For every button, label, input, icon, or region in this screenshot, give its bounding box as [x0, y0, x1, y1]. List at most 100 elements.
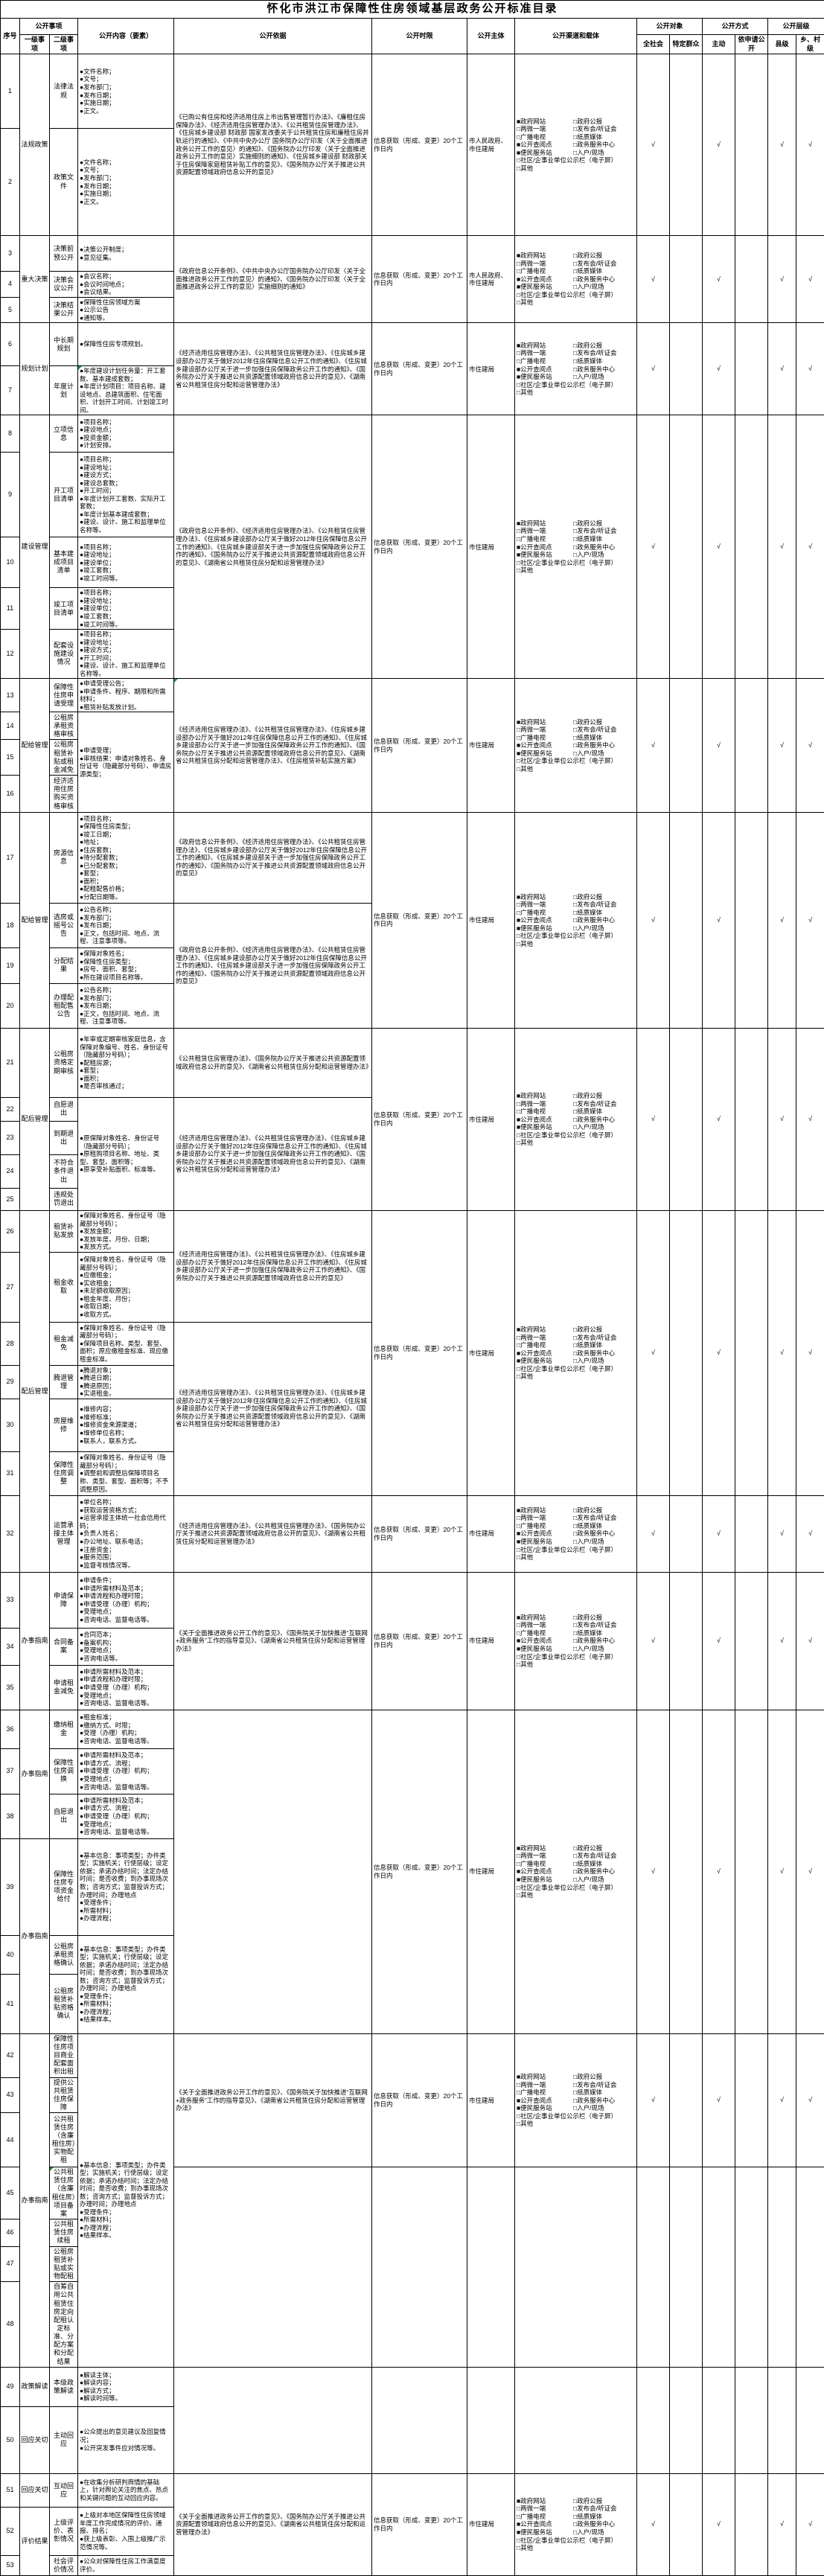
primary-item-cell: 评价结果: [20, 2507, 50, 2575]
time-limit-cell: 信息获取（形成、变更）20个工作日内: [372, 1710, 467, 2033]
check-cell: [735, 812, 768, 1028]
check-cell: [670, 1495, 703, 1572]
check-cell: √: [796, 1710, 824, 2033]
channel-option: □纸质媒体: [573, 1341, 635, 1349]
time-limit-cell: 信息获取（形成、变更）20个工作日内: [372, 236, 467, 323]
check-cell: [670, 2367, 703, 2473]
seq-cell: 12: [1, 630, 20, 679]
secondary-item-cell: 决策会议公开: [50, 272, 78, 298]
seq-cell: 10: [1, 537, 20, 588]
secondary-item-cell: 决策结果公开: [50, 297, 78, 323]
channel-option: □发布会/听证会: [573, 1852, 635, 1860]
content-cell: ●维修内容； ●维修标准； ●维修资金来源渠道； ●维修单位名称； ●联系人，联…: [78, 1399, 174, 1451]
header-cell: 公开主体: [467, 19, 515, 54]
check-cell: √: [703, 415, 735, 679]
content-cell: ●基本信息：事项类型；办件类型；实施机关；行使层级；设定依据；承诺办结时间；法定…: [78, 1838, 174, 1935]
channel-option: □两微一端: [517, 726, 573, 734]
content-cell: ●文件名称； ●文号； ●发布部门； ●发布日期； ●实施日期； ●正文。: [78, 129, 174, 236]
secondary-item-cell: 租金收取: [50, 1252, 78, 1322]
channel-option: □纸质媒体: [573, 1629, 635, 1637]
channel-option: □政务服务中心: [573, 1116, 635, 1124]
check-cell: √: [768, 323, 796, 415]
secondary-item-cell: 腾退管理: [50, 1365, 78, 1399]
channel-option: □两微一端: [517, 1334, 573, 1342]
check-cell: √: [768, 1210, 796, 1495]
seq-cell: 7: [1, 366, 20, 415]
channel-option: □政务服务中心: [573, 543, 635, 552]
channel-option: □其他: [517, 164, 635, 173]
channel-option: ■公开查阅点: [517, 275, 573, 284]
check-cell: √: [637, 415, 670, 679]
seq-cell: 41: [1, 1974, 20, 2033]
basis-cell: 《政府信息公开条例》、《经济适用住房管理办法》、《公共租赁住房管理办法》、《住房…: [174, 812, 372, 903]
seq-cell: 30: [1, 1399, 20, 1451]
channel-option: □纸质媒体: [573, 1522, 635, 1530]
seq-cell: 53: [1, 2555, 20, 2575]
check-cell: [735, 2473, 768, 2575]
channel-cell: ■政府网站□政府公报□两微一端□发布会/听证会□广播电视□纸质媒体■公开查阅点□…: [515, 2473, 637, 2575]
secondary-item-cell: 分配结果: [50, 947, 78, 983]
channel-option: □政府公报: [573, 718, 635, 726]
check-cell: [637, 2367, 670, 2473]
channel-option: □发布会/听证会: [573, 1334, 635, 1342]
seq-cell: 29: [1, 1365, 20, 1399]
secondary-item-cell: 公租房租赁补贴或租金减免: [50, 740, 78, 776]
basis-cell: 《经济适用住房管理办法》、《公共租赁住房管理办法》、《住房城乡建设部办公厅关于做…: [174, 1322, 372, 1495]
secondary-item-cell: 公共租赁住房续租: [50, 2219, 78, 2246]
seq-cell: 40: [1, 1935, 20, 1974]
seq-cell: 8: [1, 415, 20, 453]
secondary-item-cell: 缴纳租金: [50, 1710, 78, 1748]
check-cell: √: [703, 1028, 735, 1210]
basis-cell: 《经济适用住房管理办法》、《公共租赁住房管理办法》、《住房城乡建设部办公厅关于做…: [174, 679, 372, 813]
channel-option: □政务服务中心: [573, 916, 635, 924]
channel-option: □发布会/听证会: [573, 1621, 635, 1629]
channel-option: □社区/企事业单位公示栏（电子屏）: [517, 156, 635, 164]
check-cell: √: [637, 1710, 670, 2033]
content-cell: ●会议名称； ●会议时间地点； ●会议结果。: [78, 272, 174, 298]
seq-cell: 25: [1, 1188, 20, 1210]
seq-cell: 13: [1, 679, 20, 712]
channel-option: □发布会/听证会: [573, 349, 635, 357]
check-cell: √: [796, 812, 824, 1028]
channel-option: ■便民服务站: [517, 283, 573, 291]
seq-cell: 9: [1, 453, 20, 537]
channel-option: □社区/企事业单位公示栏（电子屏）: [517, 932, 635, 940]
content-cell: ●申请受理公告； ●申请条件、程序、期限和所需材料； ●租赁补贴发放计划。: [78, 679, 174, 712]
content-cell: ●项目名称； ●建设地址； ●建设方式； ●开工时间； ●建设、设计、施工和监理…: [78, 630, 174, 679]
channel-option: □两微一端: [517, 1852, 573, 1860]
check-cell: √: [703, 323, 735, 415]
time-limit-cell: 信息获取（形成、变更）20个工作日内: [372, 1210, 467, 1495]
content-cell: ●保障对象姓名、身份证号（隐藏部分号码）； ●发放金额； ●发放年度、月份、日期…: [78, 1210, 174, 1252]
channel-option: □政务服务中心: [573, 2520, 635, 2528]
primary-item-cell: 规划计划: [20, 323, 50, 415]
subject-cell: 市住建局: [467, 1028, 515, 1210]
primary-item-cell: 建设管理: [20, 415, 50, 679]
secondary-item-cell: 违规处罚退出: [50, 1188, 78, 1210]
time-limit-cell: 信息获取（形成、变更）20个工作日内: [372, 415, 467, 679]
channel-option: □两微一端: [517, 349, 573, 357]
check-cell: [796, 2167, 824, 2368]
secondary-item-cell: 合同备案: [50, 1628, 78, 1665]
channel-option: □发布会/听证会: [573, 726, 635, 734]
time-limit-cell: 信息获取（形成、变更）20个工作日内: [372, 323, 467, 415]
channel-cell: ■政府网站□政府公报□两微一端□发布会/听证会□广播电视□纸质媒体■公开查阅点□…: [515, 1210, 637, 1495]
basis-cell: 《经济适用住房管理办法》、《公共租赁住房管理办法》、《住房城乡建设部办公厅关于做…: [174, 323, 372, 415]
secondary-item-cell: 决策前预公开: [50, 236, 78, 272]
channel-option: □纸质媒体: [573, 535, 635, 543]
seq-cell: 37: [1, 1748, 20, 1794]
subject-cell: [467, 2167, 515, 2368]
header-cell: 公开内容（要素）: [78, 19, 174, 54]
time-limit-cell: 信息获取（形成、变更）20个工作日内: [372, 1495, 467, 1572]
channel-option: □广播电视: [517, 1522, 573, 1530]
check-cell: [735, 1495, 768, 1572]
channel-option: □其他: [517, 1372, 635, 1381]
secondary-item-cell: 配套设施建设情况: [50, 630, 78, 679]
channel-option: ■便民服务站: [517, 924, 573, 933]
secondary-item-cell: 保障性住房专项资金给付: [50, 1838, 78, 1935]
check-cell: √: [703, 812, 735, 1028]
seq-cell: 19: [1, 947, 20, 983]
basis-cell: 《经济适用住房管理办法》、《公共租赁住房管理办法》、《住房城乡建设部办公厅关于做…: [174, 1097, 372, 1210]
channel-option: □社区/企事业单位公示栏（电子屏）: [517, 1653, 635, 1661]
channel-option: ■便民服务站: [517, 373, 573, 381]
